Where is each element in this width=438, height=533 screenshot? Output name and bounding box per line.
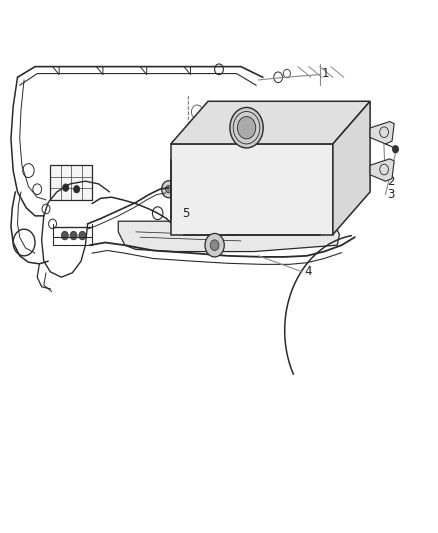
Text: 3: 3 bbox=[387, 188, 394, 201]
Circle shape bbox=[166, 185, 172, 193]
Circle shape bbox=[61, 231, 68, 240]
Polygon shape bbox=[370, 159, 394, 181]
Circle shape bbox=[74, 185, 80, 193]
Bar bbox=[50, 165, 92, 200]
Circle shape bbox=[63, 184, 69, 191]
Text: 2: 2 bbox=[387, 175, 394, 188]
Polygon shape bbox=[118, 221, 339, 252]
Text: 4: 4 bbox=[304, 265, 312, 278]
Polygon shape bbox=[171, 144, 333, 235]
Circle shape bbox=[392, 146, 399, 153]
Circle shape bbox=[230, 108, 263, 148]
Circle shape bbox=[210, 240, 219, 251]
Circle shape bbox=[162, 181, 176, 198]
Circle shape bbox=[70, 231, 77, 240]
Circle shape bbox=[79, 231, 86, 240]
Circle shape bbox=[205, 233, 224, 257]
Text: 1: 1 bbox=[322, 67, 329, 80]
Text: 5: 5 bbox=[182, 207, 189, 220]
Polygon shape bbox=[333, 101, 370, 235]
Circle shape bbox=[237, 117, 256, 139]
Polygon shape bbox=[370, 122, 394, 144]
Polygon shape bbox=[171, 101, 370, 144]
